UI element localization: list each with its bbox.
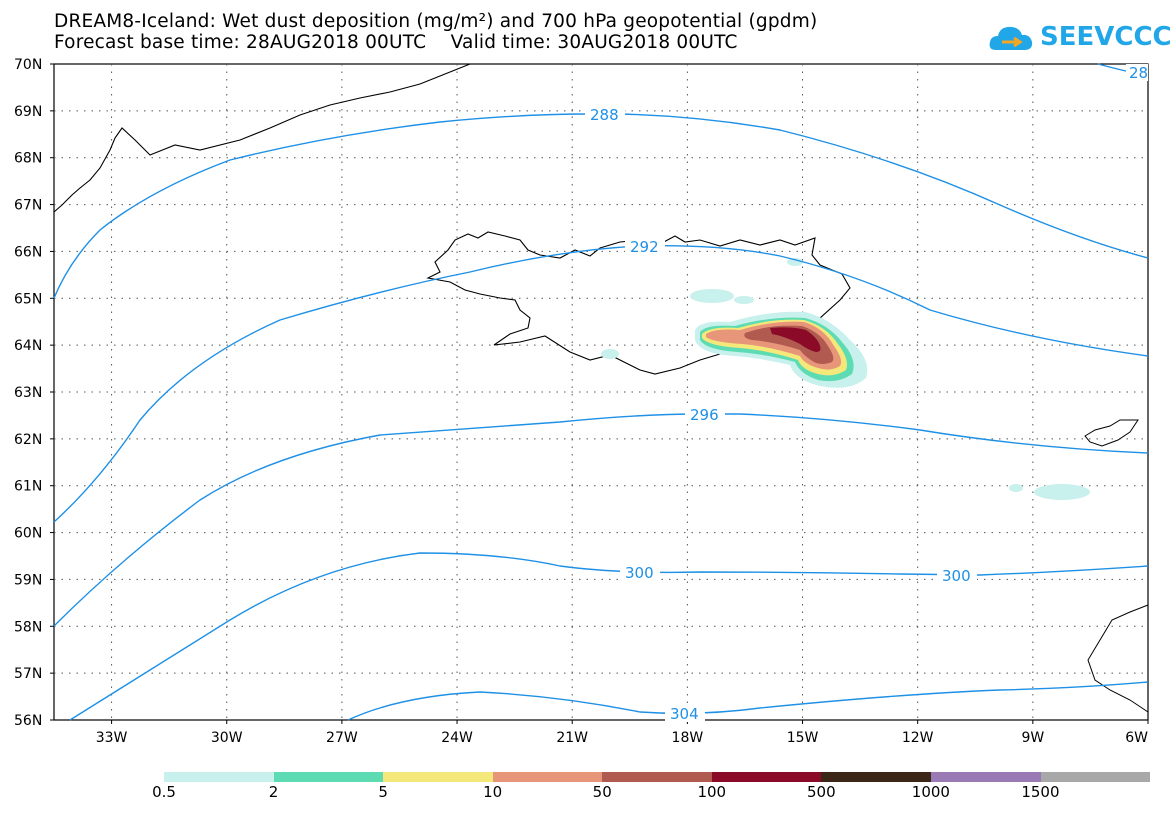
- lat-tick-label: 62N: [14, 432, 42, 448]
- legend-label: 10: [483, 783, 503, 801]
- lat-tick-label: 64N: [14, 338, 42, 354]
- legend-swatch: [1040, 772, 1151, 782]
- legend-label: 2: [268, 783, 279, 801]
- legend-label: 100: [697, 783, 727, 801]
- lon-tick-label: 12W: [902, 730, 934, 746]
- map-frame: [53, 63, 1149, 721]
- longitude-labels: 33W 30W 27W 24W 21W 18W 15W 12W 9W 6W: [96, 720, 1149, 746]
- seevccc-logo-icon: [989, 26, 1033, 50]
- legend-swatch: [602, 772, 712, 782]
- dust-deposition-field: [601, 258, 1090, 500]
- lat-tick-label: 59N: [14, 572, 42, 588]
- lon-tick-label: 18W: [672, 730, 704, 746]
- lat-tick-label: 70N: [14, 57, 42, 73]
- legend-swatch: [164, 772, 274, 782]
- contour-label-296: 296: [690, 406, 719, 424]
- lat-tick-label: 58N: [14, 619, 42, 635]
- legend-label: 5: [378, 783, 388, 801]
- gridlines: [54, 64, 1148, 720]
- lon-tick-label: 6W: [1125, 730, 1148, 746]
- lat-tick-label: 65N: [14, 291, 42, 307]
- legend-label: 1500: [1021, 783, 1060, 801]
- legend-label: 1000: [911, 783, 950, 801]
- contour-label-284-fragment: 28: [1129, 64, 1148, 82]
- legend-label: 500: [807, 783, 836, 801]
- contour-label-group: 288 292 296 300 300 304 28: [585, 64, 1148, 723]
- contour-label-300-east: 300: [942, 567, 971, 585]
- lat-tick-label: 63N: [14, 385, 42, 401]
- lon-tick-label: 21W: [556, 730, 588, 746]
- contour-label-292: 292: [630, 238, 659, 256]
- contour-288: [53, 113, 1149, 299]
- lat-tick-label: 57N: [14, 666, 42, 682]
- lat-tick-label: 69N: [14, 104, 42, 120]
- contour-296: [53, 413, 1149, 627]
- legend-swatch: [930, 772, 1041, 782]
- greenland-coastline: [53, 63, 471, 213]
- faroe-islands: [1084, 419, 1139, 447]
- contour-label-288: 288: [590, 106, 619, 124]
- latitude-labels: 70N 69N 68N 67N 66N 65N 64N 63N 62N 61N 60N 59N 58N 5…: [14, 57, 54, 729]
- geopotential-contours: [53, 63, 1149, 721]
- logo-text: SEEVCCC: [1040, 22, 1172, 52]
- lon-tick-label: 9W: [1021, 730, 1044, 746]
- legend-label: 0.5: [152, 783, 176, 801]
- legend-swatch: [821, 772, 931, 782]
- lat-tick-label: 61N: [14, 479, 42, 495]
- lat-tick-label: 60N: [14, 526, 42, 542]
- legend-swatch: [492, 772, 603, 782]
- lat-tick-label: 68N: [14, 151, 42, 167]
- contour-label-300-west: 300: [625, 564, 654, 582]
- lon-tick-label: 15W: [787, 730, 819, 746]
- contour-300: [69, 552, 1149, 721]
- legend-swatch: [383, 772, 493, 782]
- lon-tick-label: 27W: [326, 730, 358, 746]
- lat-tick-label: 67N: [14, 198, 42, 214]
- legend-colorbar: [164, 772, 1151, 782]
- scotland-coastline: [1087, 604, 1149, 713]
- contour-292: [53, 245, 1149, 523]
- contour-label-304: 304: [670, 705, 699, 723]
- chart-title-line1: DREAM8-Iceland: Wet dust deposition (mg/…: [54, 11, 818, 32]
- chart-title-line2: Forecast base time: 28AUG2018 00UTC Vali…: [54, 32, 738, 53]
- lon-tick-label: 24W: [441, 730, 473, 746]
- lat-tick-label: 56N: [14, 713, 42, 729]
- legend-label: 50: [592, 783, 612, 801]
- legend-swatch: [273, 772, 384, 782]
- lat-tick-label: 66N: [14, 244, 42, 260]
- legend-swatch: [711, 772, 822, 782]
- lon-tick-label: 30W: [211, 730, 243, 746]
- lon-tick-label: 33W: [96, 730, 128, 746]
- contour-304: [347, 681, 1149, 721]
